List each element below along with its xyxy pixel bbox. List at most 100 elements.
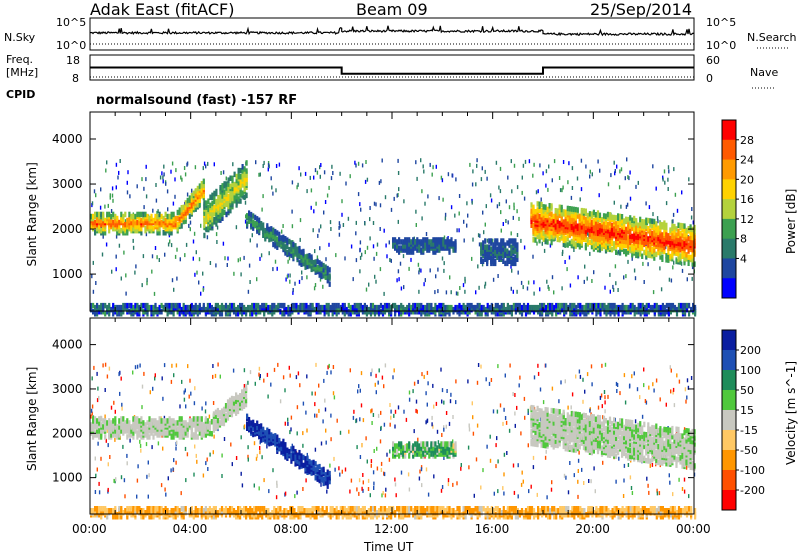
power-echo-cell (665, 253, 668, 259)
power-echo-cell (198, 193, 201, 199)
vel-noise-cell (152, 386, 154, 391)
power-echo-cell (689, 230, 692, 236)
vel-noise-cell (162, 446, 164, 451)
power-echo-cell (231, 185, 234, 192)
power-echo-cell (566, 205, 569, 212)
power-echo-cell (146, 213, 149, 220)
power-noise-cell (659, 266, 661, 271)
power-noise-cell (443, 261, 445, 266)
power-echo-cell (247, 304, 250, 311)
power-echo-cell (639, 216, 642, 223)
power-echo-cell (221, 215, 224, 221)
vel-noise-cell (380, 425, 382, 430)
vel-noise-cell (601, 363, 603, 368)
power-echo-cell (486, 256, 489, 262)
power-noise-cell (119, 159, 121, 163)
power-cbar-swatch (722, 120, 736, 141)
power-noise-cell (196, 270, 198, 275)
power-echo-cell (164, 217, 167, 224)
power-echo-cell (606, 244, 610, 250)
power-cbar-swatch (722, 159, 736, 180)
power-echo-cell (106, 304, 109, 311)
power-echo-cell (96, 215, 99, 222)
power-noise-cell (319, 277, 322, 282)
power-echo-cell (629, 227, 632, 233)
power-echo-cell (543, 302, 546, 309)
power-noise-cell (274, 259, 277, 264)
power-echo-cell (665, 302, 668, 309)
power-echo-cell (542, 208, 545, 214)
power-echo-cell (301, 302, 304, 309)
vel-noise-cell (537, 363, 539, 368)
vel-noise-cell (437, 440, 440, 445)
power-echo-cell (223, 209, 226, 215)
power-noise-cell (398, 277, 400, 282)
power-echo-cell (211, 192, 214, 199)
power-noise-cell (484, 281, 487, 286)
vel-noise-cell (296, 490, 298, 495)
vel-noise-cell (490, 378, 493, 382)
power-noise-cell (516, 209, 518, 214)
power-noise-cell (118, 170, 120, 175)
vel-noise-cell (185, 478, 187, 483)
vel-noise-cell (519, 375, 521, 380)
power-echo-cell (558, 208, 561, 215)
vel-noise-cell (256, 453, 258, 458)
power-noise-cell (479, 233, 481, 238)
power-noise-cell (444, 212, 447, 217)
vel-echo-cell (134, 416, 137, 422)
power-noise-cell (396, 193, 398, 198)
power-echo-cell (328, 273, 331, 279)
power-echo-cell (386, 302, 389, 309)
vel-noise-cell (672, 492, 674, 497)
power-echo-cell (134, 219, 137, 226)
power-echo-cell (176, 215, 179, 222)
vel-noise-cell (678, 477, 680, 482)
vel-noise-cell (194, 444, 196, 449)
power-echo-cell (683, 302, 687, 309)
power-noise-cell (634, 276, 637, 281)
vel-echo-cell (182, 432, 185, 438)
power-noise-cell (350, 244, 353, 249)
power-noise-cell (352, 277, 354, 282)
vel-noise-cell (263, 478, 265, 483)
power-echo-cell (613, 302, 616, 309)
power-echo-cell (162, 230, 165, 236)
power-echo-cell (276, 230, 279, 236)
vel-echo-cell (186, 422, 189, 428)
power-echo-cell (496, 311, 499, 317)
power-echo-cell (661, 254, 664, 260)
vel-noise-cell (205, 401, 207, 406)
vel-noise-cell (656, 488, 658, 493)
power-noise-cell (359, 248, 361, 253)
power-noise-cell (192, 256, 194, 261)
power-echo-cell (484, 306, 487, 313)
power-noise-cell (476, 158, 478, 163)
vel-noise-cell (366, 459, 368, 464)
power-echo-cell (653, 229, 656, 235)
power-noise-cell (372, 244, 375, 249)
power-echo-cell (263, 302, 266, 309)
power-noise-cell (614, 169, 616, 173)
power-echo-cell (214, 302, 217, 309)
power-echo-cell (182, 309, 185, 315)
vel-noise-cell (596, 438, 599, 443)
power-echo-cell (683, 239, 686, 246)
power-echo-cell (444, 239, 447, 245)
power-noise-cell (141, 283, 143, 288)
power-noise-cell (294, 281, 296, 286)
power-echo-cell (635, 306, 638, 313)
vel-noise-cell (468, 465, 470, 470)
power-noise-cell (359, 255, 362, 260)
power-noise-cell (186, 192, 189, 197)
power-noise-cell (691, 276, 693, 281)
vel-noise-cell (416, 409, 418, 414)
vel-noise-cell (243, 424, 246, 429)
power-noise-cell (154, 246, 157, 250)
power-echo-cell (328, 281, 331, 287)
power-echo-cell (398, 245, 401, 251)
power-echo-cell (355, 302, 358, 309)
power-echo-cell (290, 240, 293, 246)
vel-noise-cell (247, 445, 249, 450)
power-echo-cell (510, 304, 513, 311)
